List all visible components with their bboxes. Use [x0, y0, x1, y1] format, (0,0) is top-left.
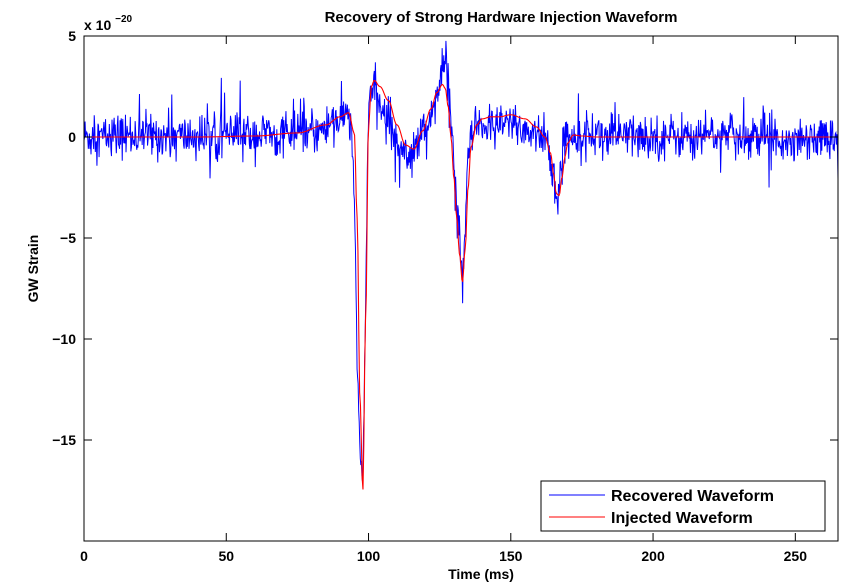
x-tick-label: 150 [499, 548, 523, 564]
legend-label-recovered: Recovered Waveform [611, 488, 774, 505]
legend-label-injected: Injected Waveform [611, 510, 753, 527]
legend: Recovered Waveform Injected Waveform [540, 480, 826, 532]
y-tick-label: −5 [60, 230, 76, 246]
x-tick-label: 0 [80, 548, 88, 564]
x-axis-label: Time (ms) [448, 566, 514, 582]
series-line-injected [84, 79, 838, 490]
y-axis-label: GW Strain [25, 235, 41, 303]
x-tick-label: 100 [357, 548, 381, 564]
y-axis-multiplier-exponent: −20 [115, 14, 132, 25]
plot-area [84, 40, 838, 490]
x-tick-label: 200 [641, 548, 665, 564]
legend-box [540, 480, 826, 532]
x-tick-label: 250 [784, 548, 808, 564]
y-axis-multiplier: x 10 −20 [84, 14, 133, 33]
axes-frame [83, 35, 839, 542]
y-tick-label: −10 [52, 331, 76, 347]
x-tick-label: 50 [218, 548, 234, 564]
y-tick-label: 0 [68, 129, 76, 145]
chart-title: Recovery of Strong Hardware Injection Wa… [325, 9, 678, 26]
y-tick-label: 5 [68, 28, 76, 44]
y-tick-label: −15 [52, 432, 76, 448]
y-axis-multiplier-base: x 10 [84, 17, 111, 33]
